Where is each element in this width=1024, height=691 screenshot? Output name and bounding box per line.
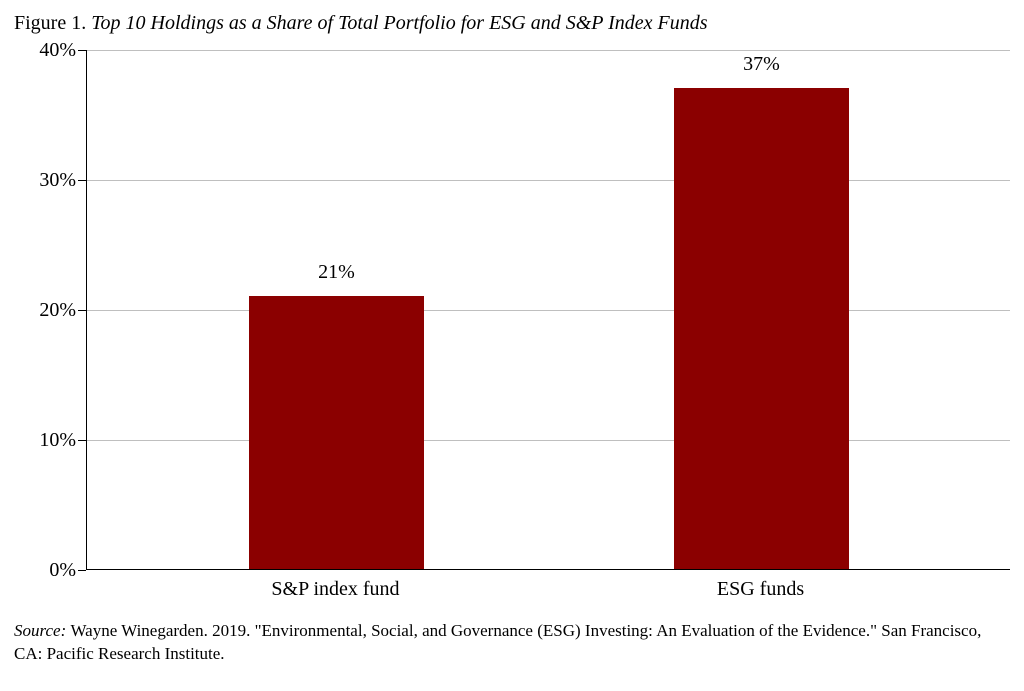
x-category-label: ESG funds xyxy=(717,578,804,601)
y-tick-label: 20% xyxy=(14,300,76,320)
figure-title-text: Top 10 Holdings as a Share of Total Port… xyxy=(91,12,707,34)
figure-title: Figure 1. Top 10 Holdings as a Share of … xyxy=(14,10,1010,36)
bar xyxy=(674,88,850,569)
x-category-label: S&P index fund xyxy=(271,578,399,601)
x-axis-labels: S&P index fund ESG funds xyxy=(86,570,1010,610)
bar xyxy=(249,296,425,569)
y-tick-mark xyxy=(78,570,86,571)
y-tick-label: 30% xyxy=(14,170,76,190)
bars-layer: 21% 37% xyxy=(87,50,1010,569)
bar-value-label: 21% xyxy=(318,262,355,290)
bar-value-label: 37% xyxy=(743,54,780,82)
y-tick-label: 10% xyxy=(14,430,76,450)
figure-prefix: Figure 1. xyxy=(14,12,91,34)
source-text: Wayne Winegarden. 2019. "Environmental, … xyxy=(14,621,981,663)
chart: 0%10%20%30%40% 21%37% S&P index fundESG … xyxy=(14,50,1010,610)
y-tick-mark xyxy=(78,310,86,311)
source-prefix: Source: xyxy=(14,621,71,640)
y-tick-label: 0% xyxy=(14,560,76,580)
y-tick-mark xyxy=(78,440,86,441)
source-note: Source: Wayne Winegarden. 2019. "Environ… xyxy=(14,620,1010,666)
y-tick-mark xyxy=(78,50,86,51)
y-tick-label: 40% xyxy=(14,40,76,60)
plot-area: 21% 37% xyxy=(86,50,1010,570)
y-tick-mark xyxy=(78,180,86,181)
y-axis: 0%10%20%30%40% xyxy=(14,50,86,610)
